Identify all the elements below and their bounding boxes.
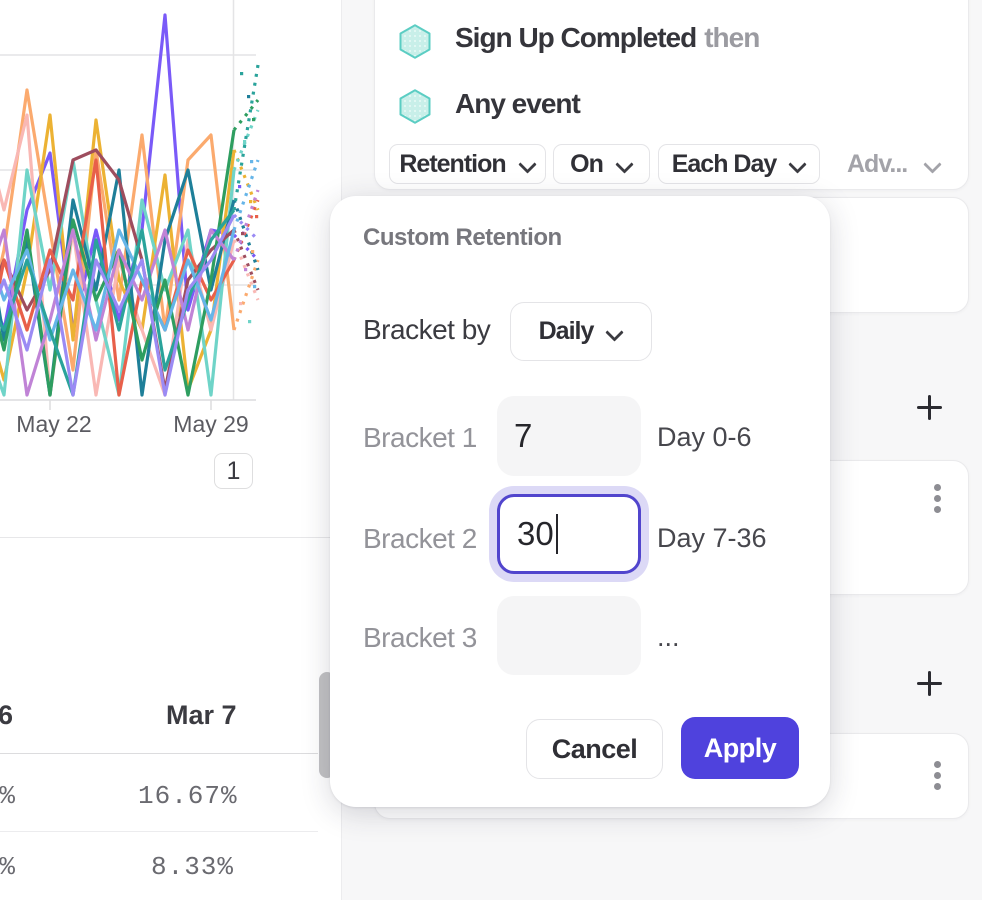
- svg-text:May 22: May 22: [16, 411, 91, 437]
- svg-text:May 29: May 29: [173, 411, 248, 437]
